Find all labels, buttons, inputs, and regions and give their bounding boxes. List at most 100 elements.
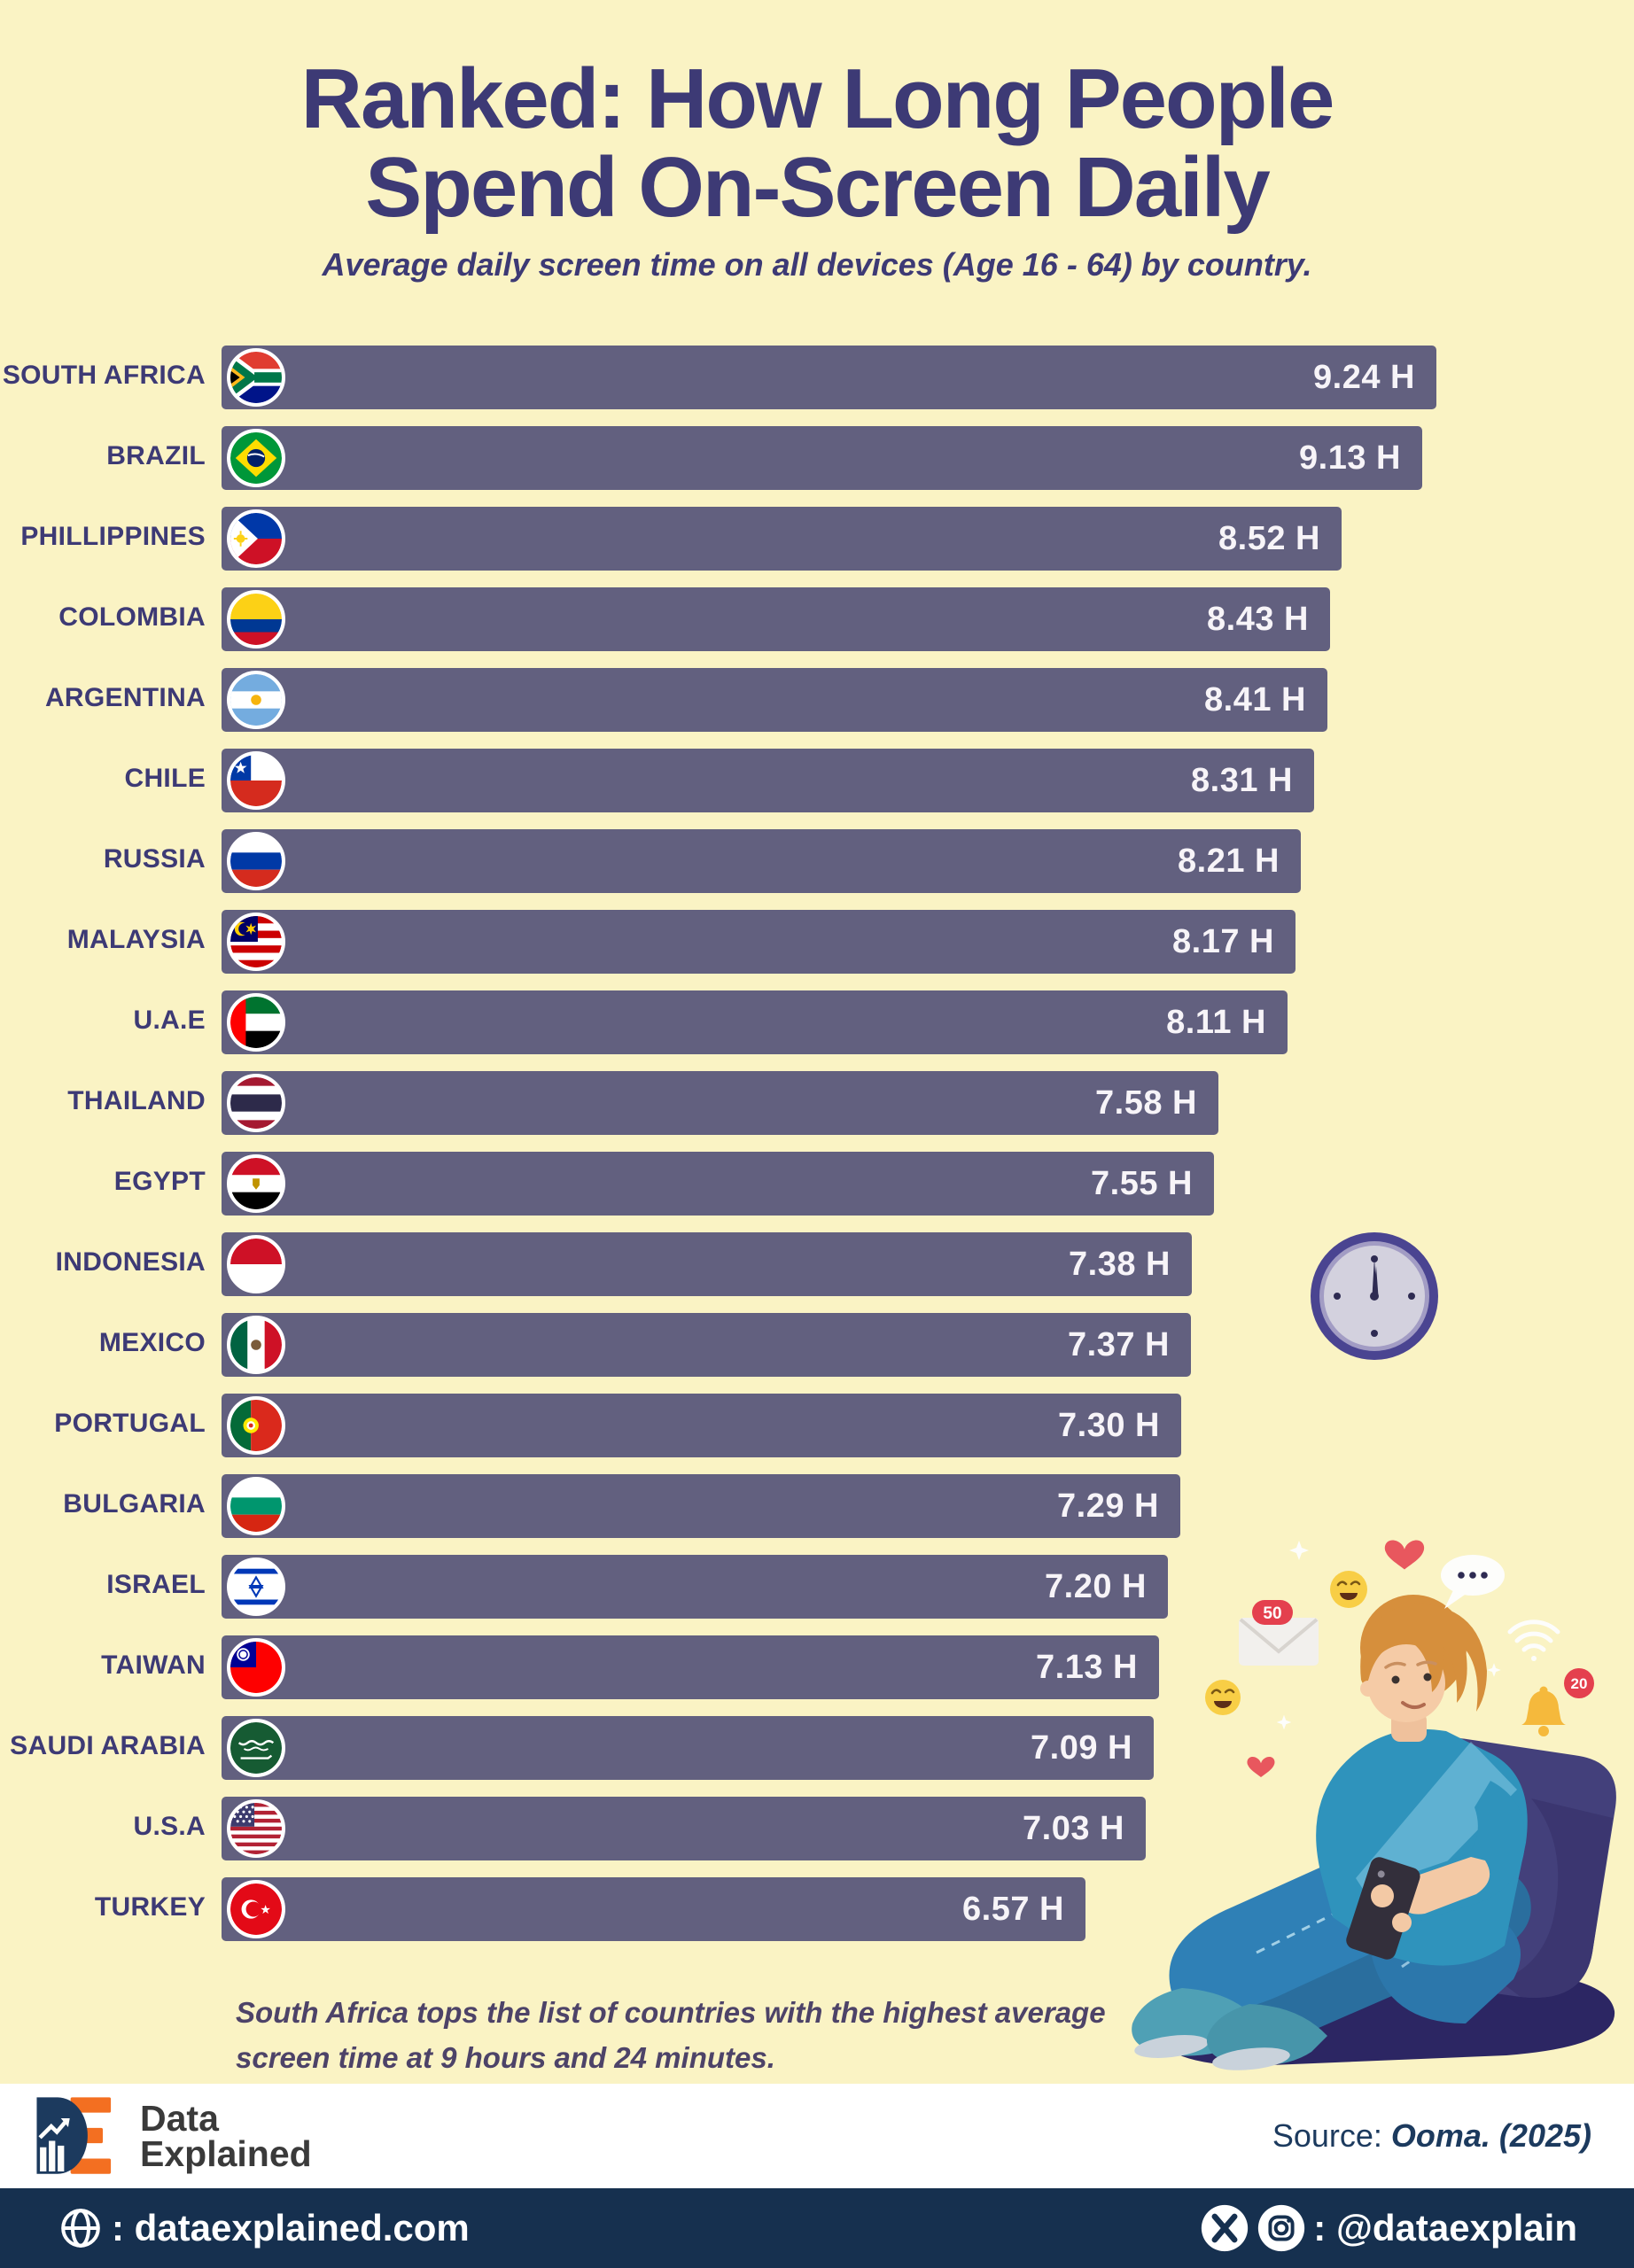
flag-icon: [227, 590, 285, 649]
source-value: Ooma. (2025): [1390, 2117, 1591, 2154]
chart-row: MEXICO 7.37 H: [0, 1311, 1634, 1392]
bar-value-label: 8.17 H: [1172, 922, 1274, 960]
bar-value-label: 9.24 H: [1313, 358, 1415, 396]
flag-icon: [227, 751, 285, 810]
country-label: ISRAEL: [106, 1570, 206, 1599]
footnote: South Africa tops the list of countries …: [236, 1996, 1106, 2075]
bar: 8.21 H: [222, 829, 1301, 893]
chart-row: RUSSIA 8.21 H: [0, 827, 1634, 908]
chart-row: PORTUGAL 7.30 H: [0, 1392, 1634, 1472]
country-label: INDONESIA: [55, 1247, 206, 1277]
country-label: COLOMBIA: [58, 602, 206, 632]
country-label: CHILE: [124, 764, 206, 793]
flag-icon: [227, 429, 285, 487]
bar: 8.17 H: [222, 910, 1296, 974]
bar-value-label: 7.58 H: [1095, 1084, 1197, 1122]
person-on-beanbag-illustration: 50 20: [1132, 1540, 1616, 2070]
chart-row: U.S.A 7.03 H: [0, 1795, 1634, 1876]
bar: 7.58 H: [222, 1071, 1218, 1135]
flag-icon: [227, 1799, 285, 1858]
bar-value-label: 7.38 H: [1069, 1245, 1171, 1283]
flag-icon: [227, 1235, 285, 1293]
chart-row: BULGARIA 7.29 H: [0, 1472, 1634, 1553]
country-label: TURKEY: [94, 1892, 206, 1922]
flag-icon: [227, 1316, 285, 1374]
bar: 7.30 H: [222, 1394, 1181, 1457]
chart-row: THAILAND 7.58 H: [0, 1069, 1634, 1150]
chart-row: MALAYSIA 8.17 H: [0, 908, 1634, 989]
bar: 7.55 H: [222, 1152, 1214, 1216]
country-label: PHILLIPPINES: [20, 522, 206, 551]
bar-value-label: 7.37 H: [1068, 1325, 1170, 1363]
wifi-icon: [1507, 1619, 1560, 1661]
bar: 7.20 H: [222, 1555, 1168, 1619]
bar-value-label: 7.20 H: [1045, 1567, 1147, 1605]
clock-icon: [1311, 1232, 1438, 1360]
chart-row: ISRAEL 7.20 H: [0, 1553, 1634, 1634]
flag-icon: [227, 1880, 285, 1938]
flag-icon: [227, 1154, 285, 1213]
source-label: Source:: [1272, 2117, 1382, 2154]
mail-notification-icon: 50: [1239, 1600, 1319, 1666]
bottom-bar: : dataexplained.com : @dataexplain: [0, 2188, 1634, 2268]
bar-value-label: 8.41 H: [1204, 680, 1306, 718]
flag-icon: [227, 832, 285, 890]
chart-row: CHILE 8.31 H: [0, 747, 1634, 827]
country-label: EGYPT: [113, 1167, 206, 1196]
social-handle: : @dataexplain: [1313, 2207, 1577, 2249]
bar-value-label: 7.29 H: [1057, 1487, 1159, 1525]
bar: 6.57 H: [222, 1877, 1085, 1941]
page-title: Ranked: How Long People Spend On-Screen …: [0, 0, 1634, 232]
bar-value-label: 8.11 H: [1166, 1003, 1266, 1041]
bar: 7.38 H: [222, 1232, 1192, 1296]
country-label: U.S.A: [133, 1812, 206, 1841]
bar: 8.11 H: [222, 990, 1288, 1054]
chart-row: INDONESIA 7.38 H: [0, 1231, 1634, 1311]
country-label: BRAZIL: [106, 441, 206, 470]
bar-value-label: 9.13 H: [1299, 439, 1401, 477]
source-credit: Source: Ooma. (2025): [1272, 2117, 1591, 2155]
chart-row: COLOMBIA 8.43 H: [0, 586, 1634, 666]
flag-icon: [227, 509, 285, 568]
bar-value-label: 7.03 H: [1023, 1809, 1124, 1847]
x-twitter-icon: [1202, 2204, 1249, 2252]
flag-icon: [227, 671, 285, 729]
data-explained-logo-icon: [36, 2097, 112, 2174]
flag-icon: [227, 348, 285, 407]
social-credit: : @dataexplain: [1200, 2203, 1577, 2253]
country-label: BULGARIA: [63, 1489, 206, 1518]
smiley-emoji-icon: [1330, 1571, 1367, 1608]
chart-row: BRAZIL 9.13 H: [0, 424, 1634, 505]
bar-chart: SOUTH AFRICA 9.24 H BRAZIL 9.13 H PHILLI…: [0, 344, 1634, 1956]
heart-icon: [1384, 1540, 1425, 1570]
flag-icon: [227, 1557, 285, 1616]
brand-logo: Data Explained: [32, 2095, 312, 2177]
bar-value-label: 7.09 H: [1031, 1728, 1132, 1767]
bar: 8.52 H: [222, 507, 1342, 571]
bar-value-label: 8.31 H: [1191, 761, 1293, 799]
bar-value-label: 7.30 H: [1058, 1406, 1160, 1444]
footer-band: Data Explained Source: Ooma. (2025): [0, 2084, 1634, 2188]
flag-icon: [227, 1638, 285, 1697]
heart-icon-small: [1247, 1756, 1275, 1778]
country-label: SOUTH AFRICA: [2, 361, 206, 390]
bar-value-label: 7.55 H: [1091, 1164, 1193, 1202]
bar-value-label: 8.21 H: [1178, 842, 1280, 880]
bar-value-label: 8.52 H: [1218, 519, 1320, 557]
country-label: RUSSIA: [103, 844, 206, 874]
chart-row: TAIWAN 7.13 H: [0, 1634, 1634, 1714]
chart-row: EGYPT 7.55 H: [0, 1150, 1634, 1231]
country-label: TAIWAN: [101, 1651, 206, 1680]
chart-row: SAUDI ARABIA 7.09 H: [0, 1714, 1634, 1795]
bar-value-label: 6.57 H: [962, 1890, 1064, 1928]
brand-logo-text: Data Explained: [140, 2097, 312, 2174]
bar: 7.37 H: [222, 1313, 1191, 1377]
speech-bubble-icon: [1441, 1555, 1505, 1609]
bar: 9.13 H: [222, 426, 1422, 490]
svg-text:50: 50: [1263, 1604, 1281, 1623]
bar: 7.09 H: [222, 1716, 1154, 1780]
chart-row: U.A.E 8.11 H: [0, 989, 1634, 1069]
smiley-emoji-icon: [1205, 1680, 1241, 1715]
country-label: U.A.E: [133, 1006, 206, 1035]
